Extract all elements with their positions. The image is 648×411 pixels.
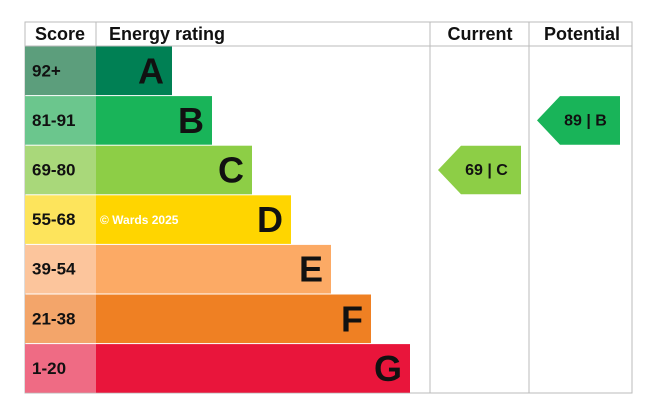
score-range: 81-91 [32,111,75,130]
rating-bar [96,294,371,344]
score-cell [25,46,96,96]
rating-bar [96,46,172,96]
score-cell [25,96,96,145]
rating-letter: B [178,100,204,141]
header-score: Score [35,24,85,44]
score-cell [25,244,96,294]
potential-label: 89 | B [564,113,607,130]
rating-bar [96,195,291,244]
current-label: 69 | C [465,162,508,179]
score-range: 92+ [32,61,61,80]
rating-bar [96,244,331,294]
score-cell [25,145,96,195]
rating-bar [96,344,410,393]
rating-letter: G [374,348,402,389]
score-range: 21-38 [32,309,75,328]
score-range: 39-54 [32,260,76,279]
header-current: Current [447,24,512,44]
score-cell [25,294,96,344]
score-cell [25,344,96,393]
score-range: 55-68 [32,210,75,229]
potential-arrow [537,96,620,145]
rating-letter: E [299,249,323,290]
current-arrow [438,145,521,195]
watermark: © Wards 2025 [100,213,179,227]
header-energy-rating: Energy rating [109,24,225,44]
rating-letter: A [138,50,164,91]
score-range: 1-20 [32,359,66,378]
rating-bar [96,145,252,195]
rating-letter: F [341,298,363,339]
rating-letter: C [218,150,244,191]
score-cell [25,195,96,244]
rating-letter: D [257,199,283,240]
score-range: 69-80 [32,160,75,179]
header-potential: Potential [544,24,620,44]
rating-bar [96,96,212,145]
